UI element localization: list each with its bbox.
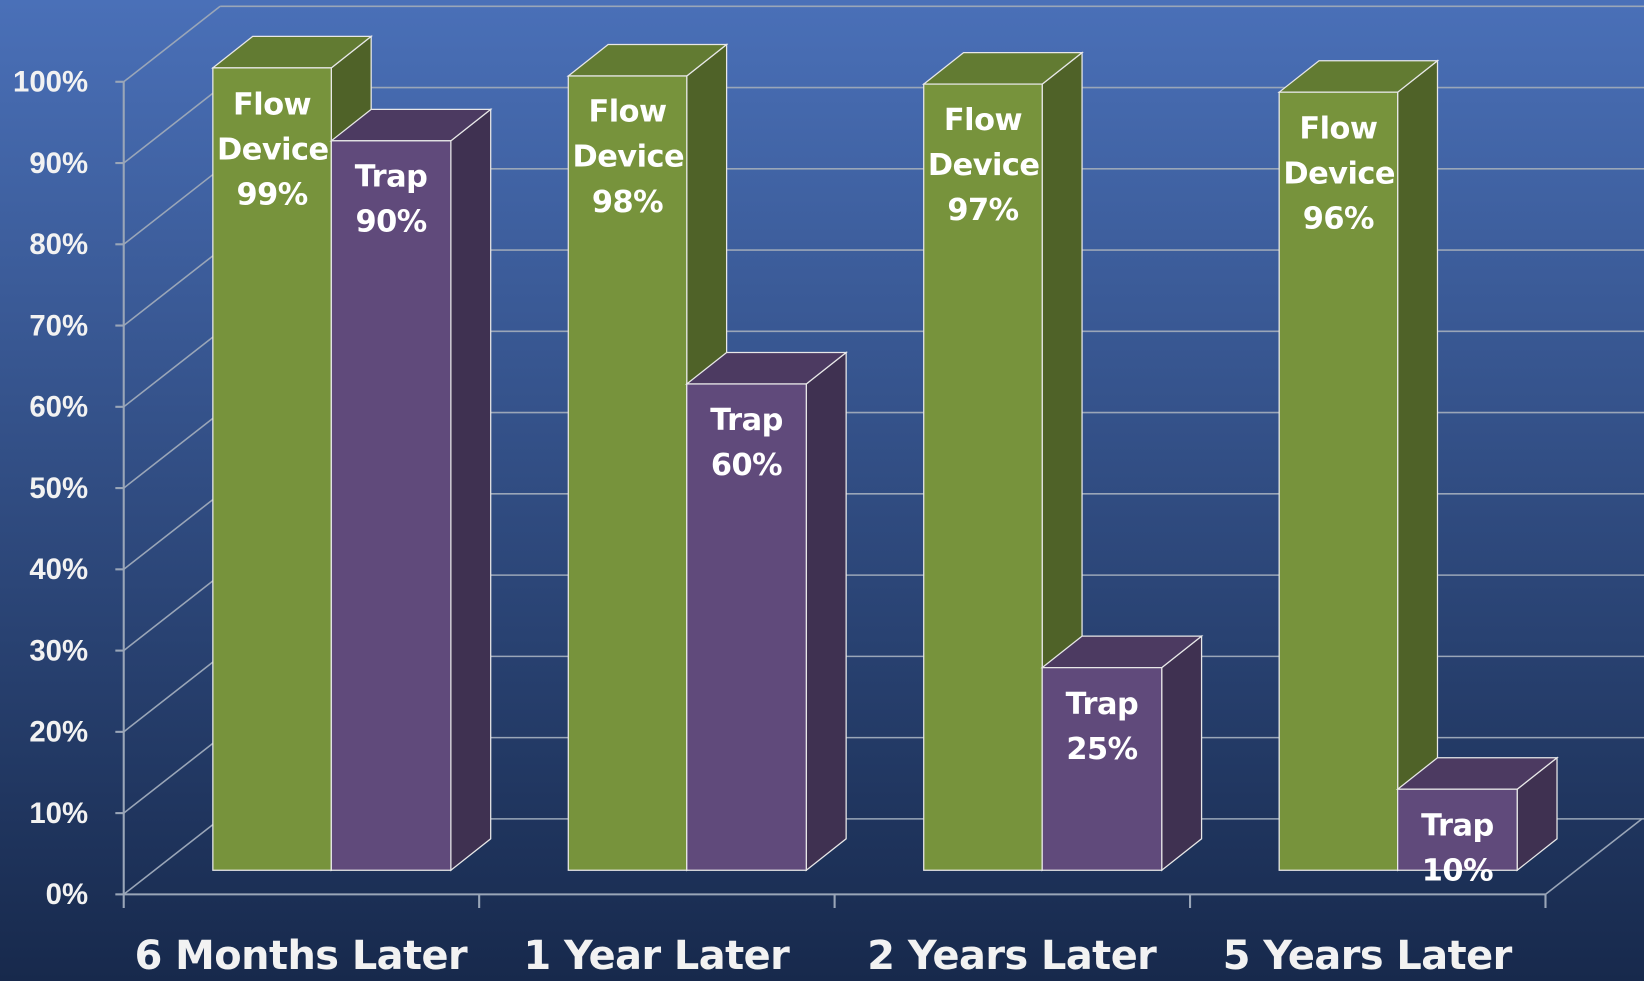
series-name: Trap [710,401,783,438]
bar: Trap 25% [1040,634,1204,872]
grid-line [123,5,221,83]
y-tick-label: 100% [13,66,88,99]
grid-line [123,655,221,733]
bar-label-box: Flow Device 98% [572,90,685,225]
bar: Trap 60% [684,351,848,872]
series-name: Flow Device [217,85,329,167]
series-name: Flow Device [927,101,1040,183]
bar-front [1278,91,1399,871]
bar-front [1041,667,1163,871]
bar: Trap 10% [1395,756,1559,893]
data-label: 98% [591,183,664,220]
bar-label: Trap 25% [1046,681,1157,771]
y-tick-label: 90% [29,147,88,180]
grid-line [123,493,221,570]
bar-label: Flow Device 98% [572,90,685,225]
x-tick-label: 2 Years Later [867,933,1157,979]
grid-line [123,330,221,408]
bar: Flow Device 96% [1277,59,1440,872]
y-tick-label: 10% [29,797,88,830]
grid-line [123,249,221,327]
bar-label-box: Trap 90% [336,154,447,244]
bar: Trap 90% [329,108,493,872]
floor-edge [1545,818,1643,895]
bar-label-box: Flow Device 96% [1283,106,1395,241]
y-tick-label: 70% [29,309,88,342]
bar-label: Flow Device 97% [927,98,1040,233]
data-label: 97% [947,192,1019,228]
bar-label: Trap 60% [691,398,802,488]
y-tick-label: 30% [29,634,88,667]
bar-front [686,383,807,871]
bar-label-box: Trap 10% [1402,803,1513,893]
bar-label-box: Flow Device 99% [217,81,329,216]
x-tick-label: 1 Year Later [523,933,790,979]
grid-line [123,818,221,895]
data-label: 60% [710,446,783,483]
grid-line [123,86,221,164]
series-name: Flow Device [1283,109,1395,191]
bar-front [212,67,332,871]
grid-line [123,168,221,245]
bar-front [923,83,1043,871]
data-label: 99% [236,175,308,212]
y-tick-label: 20% [29,716,88,749]
bar-label-box: Trap 60% [691,398,802,488]
bar-label: Trap 10% [1402,803,1513,893]
series-name: Trap [1065,685,1139,722]
x-tick-label: 6 Months Later [135,933,468,979]
x-tick-label: 5 Years Later [1223,933,1513,979]
y-tick-label: 40% [29,553,88,586]
y-tick-label: 80% [29,228,88,261]
y-tick-label: 0% [46,878,88,911]
data-label: 96% [1302,200,1375,236]
bar-label: Flow Device 99% [217,81,329,216]
y-tick-label: 50% [29,472,88,505]
series-name: Flow Device [572,93,685,175]
bar-front [330,140,452,871]
data-label: 25% [1066,730,1138,767]
grid-line [123,737,221,814]
data-label: 90% [355,203,427,240]
grid-line [123,574,221,652]
bar-label: Trap 90% [336,154,447,244]
grid-line [123,411,221,489]
y-tick-label: 60% [29,391,88,424]
data-label: 10% [1421,852,1494,888]
bar-label-box: Flow Device 97% [927,98,1040,233]
bar-label: Flow Device 96% [1283,106,1395,241]
bar-label-box: Trap 25% [1046,681,1157,771]
series-name: Trap [1421,807,1494,843]
bar-front [1397,788,1518,871]
plot: 0% 10% 20% 30% 40% 50% 60% 70% 80% 90% 100% 6 Month… [13,5,1644,979]
series-name: Trap [354,158,428,195]
